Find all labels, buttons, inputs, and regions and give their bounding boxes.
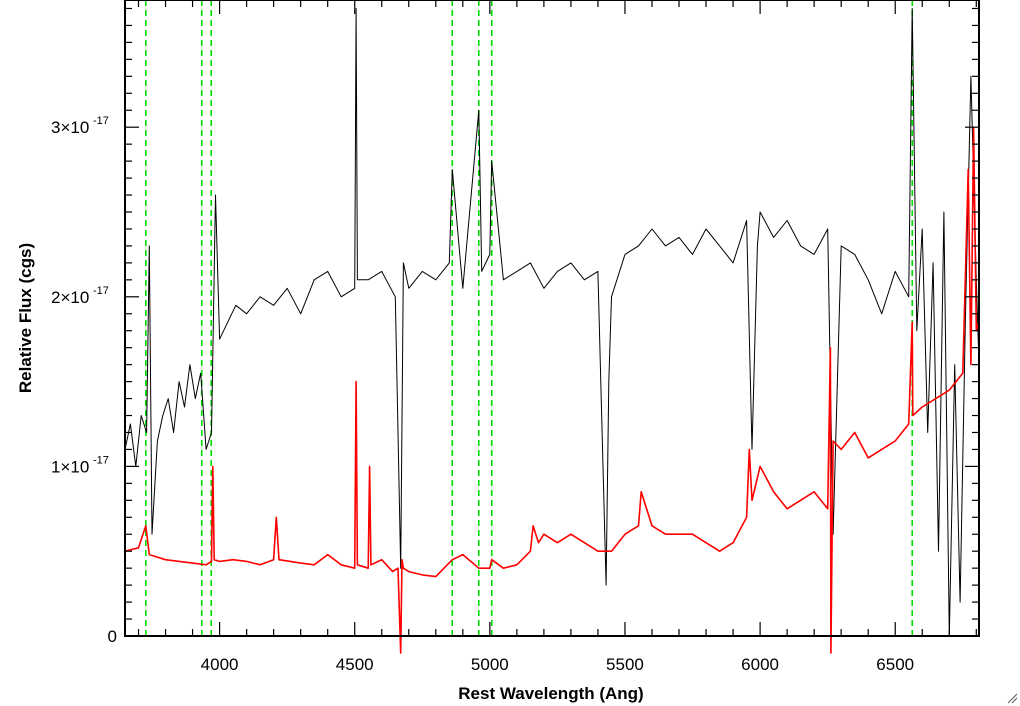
x-tick-label: 5000: [471, 655, 509, 674]
y-tick-label: 2×10: [51, 288, 89, 307]
plot-frame: [124, 0, 980, 637]
x-tick-label: 6500: [876, 655, 914, 674]
x-tick-label: 4000: [201, 655, 239, 674]
resize-grip-icon[interactable]: [1006, 692, 1018, 704]
y-tick-label: 3×10: [51, 118, 89, 137]
x-tick-label: 6000: [741, 655, 779, 674]
x-tick-label: 4500: [336, 655, 374, 674]
x-tick-labels: 4000 4500 5000 5500 6000 6500: [201, 655, 914, 674]
spectrum-line: [124, 8, 980, 637]
model-line: [124, 126, 980, 654]
reference-lines: [145, 0, 914, 636]
series-layer: [124, 8, 980, 654]
y-axis-title: Relative Flux (cgs): [16, 243, 35, 393]
y-tick-label: 0: [108, 627, 117, 646]
y-tick-labels: 0 1×10 -17 2×10 -17 3×10 -17: [51, 115, 117, 646]
y-tick-exponent: -17: [93, 285, 109, 297]
y-tick-label: 1×10: [51, 457, 89, 476]
x-axis-title: Rest Wavelength (Ang): [458, 684, 643, 703]
axis-ticks: [125, 0, 979, 637]
y-tick-exponent: -17: [93, 454, 109, 466]
y-tick-exponent: -17: [93, 115, 109, 127]
x-tick-label: 5500: [606, 655, 644, 674]
